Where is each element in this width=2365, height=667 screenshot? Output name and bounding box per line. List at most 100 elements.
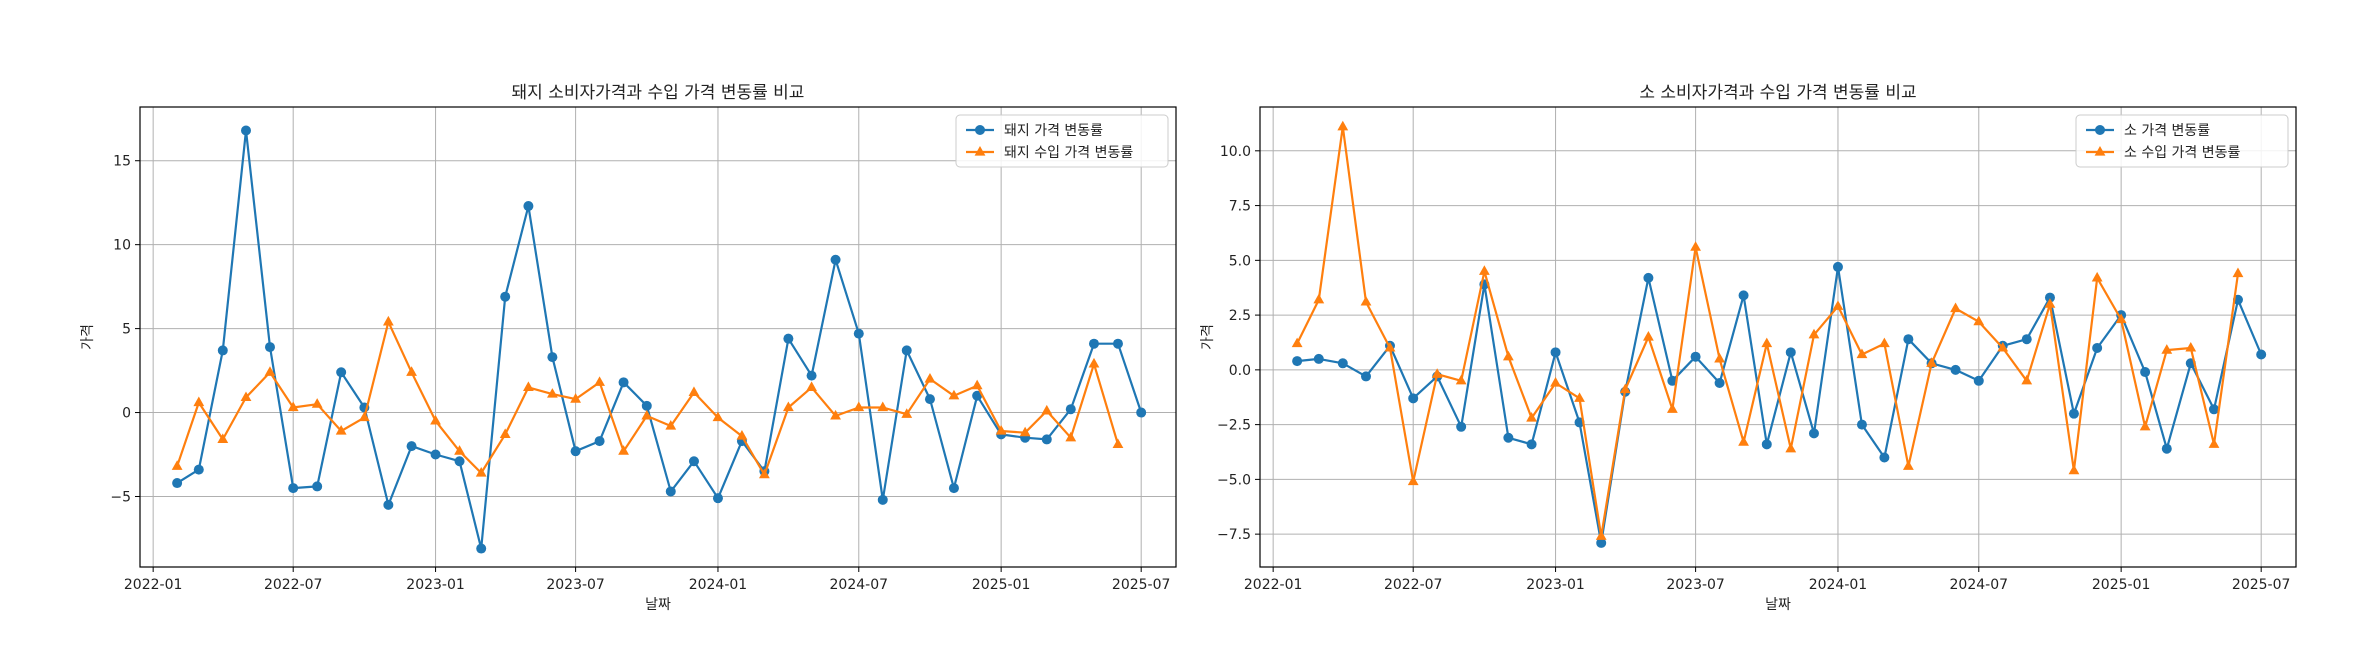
x-tick-label: 2022-07 — [264, 577, 323, 593]
data-point — [1112, 438, 1124, 449]
x-axis-label: 날짜 — [645, 597, 671, 613]
data-point — [2161, 443, 2172, 454]
chart-panel-2: 2022-01 2022-07 2023-01 2023-07 2024-01 2024-… — [1200, 83, 2297, 613]
data-point — [1738, 436, 1749, 446]
data-point — [1926, 357, 1937, 367]
data-point — [217, 345, 228, 356]
data-point — [758, 468, 770, 479]
data-point — [475, 466, 487, 477]
data-point — [500, 291, 511, 302]
data-point — [2068, 464, 2080, 475]
data-point — [782, 401, 794, 412]
data-point — [830, 254, 841, 265]
data-point — [547, 352, 558, 363]
x-tick-label: 2025-07 — [2232, 577, 2291, 593]
data-point — [972, 390, 983, 401]
series-1 — [172, 125, 1147, 554]
data-point — [1313, 353, 1324, 364]
y-tick-label: 0 — [122, 406, 131, 422]
data-point — [2256, 349, 2267, 360]
data-point — [1478, 265, 1490, 275]
data-point — [240, 125, 251, 136]
data-point — [594, 376, 605, 386]
data-point — [924, 394, 935, 405]
data-point — [1595, 530, 1607, 540]
data-point — [1360, 295, 1372, 306]
data-point — [1902, 460, 1914, 470]
series-1 — [1292, 261, 2267, 548]
data-point — [806, 370, 817, 381]
data-point — [1950, 302, 1961, 313]
x-tick-label: 2022-07 — [1384, 577, 1443, 593]
legend-label: 소 가격 변동률 — [2124, 123, 2210, 139]
data-point — [2044, 298, 2056, 308]
plot-frame — [1259, 106, 2297, 568]
series-2 — [1291, 120, 2244, 540]
data-point — [901, 345, 912, 356]
chart-title: 소 소비자가격과 수입 가격 변동률 비교 — [1639, 83, 1916, 103]
data-point — [454, 445, 465, 455]
data-point — [641, 400, 652, 411]
data-point — [901, 408, 913, 418]
data-point — [641, 409, 653, 420]
data-point — [618, 445, 629, 455]
chart-panel-1: 2022-01 2022-07 2023-01 2023-07 2024-01 2024-… — [80, 83, 1177, 613]
legend-box — [955, 114, 1169, 168]
data-point — [1643, 331, 1654, 341]
data-point — [877, 494, 888, 505]
data-point — [1019, 426, 1031, 437]
x-axis-label: 날짜 — [1765, 597, 1791, 613]
data-point — [2021, 334, 2032, 345]
series-line — [176, 129, 1143, 550]
data-point — [383, 499, 394, 510]
data-point — [688, 386, 700, 397]
data-point — [193, 464, 204, 475]
data-point — [382, 315, 394, 326]
grid-lines — [1260, 107, 2296, 567]
data-point — [1785, 347, 1796, 358]
data-point — [2185, 341, 2197, 352]
data-point — [995, 425, 1007, 435]
data-point — [1596, 537, 1607, 548]
data-point — [1973, 315, 1985, 326]
data-point — [1550, 377, 1561, 387]
y-tick-label: 10 — [113, 238, 131, 254]
data-point — [1574, 392, 1585, 402]
series-line — [1296, 125, 2240, 538]
data-point — [1856, 419, 1867, 430]
data-point — [2021, 374, 2033, 385]
data-point — [1619, 383, 1631, 394]
x-tick-label: 2024-01 — [1809, 577, 1868, 593]
data-point — [499, 428, 511, 438]
data-point — [853, 328, 864, 339]
x-tick-label: 2022-01 — [124, 577, 183, 593]
x-tick-label: 2023-01 — [1526, 577, 1585, 593]
data-point — [1503, 432, 1514, 443]
data-point — [594, 436, 605, 447]
data-point — [1950, 364, 1961, 375]
data-point — [1714, 378, 1725, 388]
data-point — [948, 483, 959, 494]
data-point — [2092, 342, 2103, 353]
data-point — [288, 483, 299, 494]
data-point — [2232, 267, 2244, 278]
data-point — [2091, 271, 2103, 282]
y-tick-label: 5.0 — [1229, 253, 1251, 269]
legend-label: 돼지 가격 변동률 — [1004, 123, 1103, 139]
y-axis-label: 가격 — [80, 324, 96, 350]
data-point — [1431, 368, 1443, 378]
data-point — [1973, 375, 1984, 386]
data-point — [312, 481, 323, 492]
x-tick-label: 2024-01 — [689, 577, 748, 593]
y-tick-label: 0.0 — [1229, 363, 1251, 379]
data-point — [1667, 375, 1678, 386]
y-tick-label: 15 — [113, 154, 131, 170]
x-tick-label: 2023-01 — [406, 577, 465, 593]
data-point — [1690, 351, 1701, 362]
data-point — [430, 449, 441, 460]
data-point — [1526, 412, 1537, 422]
data-point — [406, 441, 417, 452]
data-point — [1808, 328, 1820, 339]
